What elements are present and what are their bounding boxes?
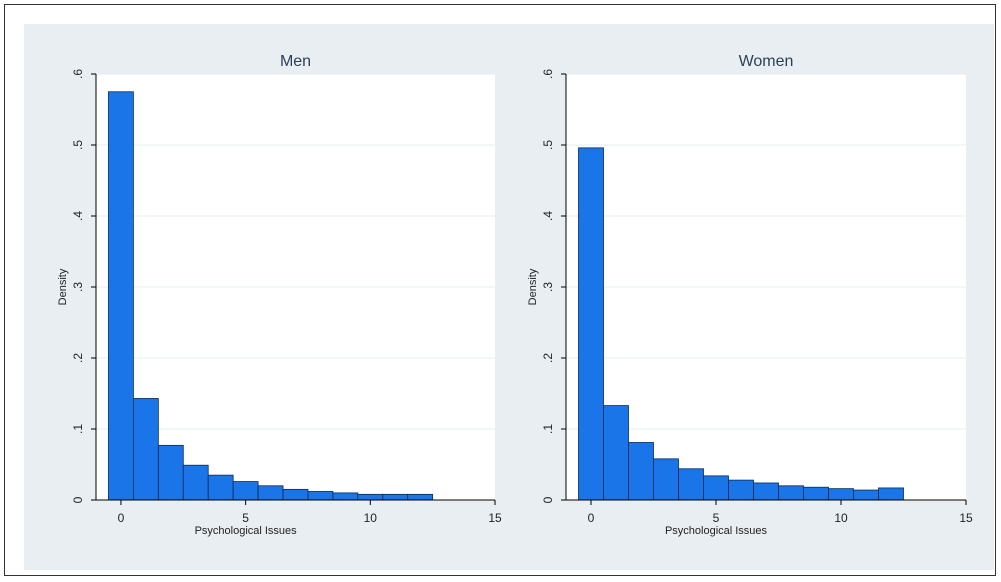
y-tick-label: .2	[71, 353, 85, 363]
y-tick-label: .6	[541, 69, 555, 79]
histogram-bar	[108, 91, 134, 501]
x-tick-label: 0	[118, 511, 125, 525]
histogram-bar	[182, 464, 209, 501]
x-axis-title: Psychological Issues	[195, 525, 298, 537]
y-tick-label: .1	[71, 424, 85, 434]
y-axis-title: Density	[527, 268, 539, 305]
histogram-bar	[232, 481, 259, 501]
histogram-bar	[778, 485, 804, 501]
histogram-bar	[332, 492, 359, 501]
histogram-bar	[382, 493, 409, 501]
histogram-bar	[282, 488, 309, 501]
histogram-bar	[578, 147, 604, 501]
histogram-bar	[678, 468, 704, 501]
histogram-bar	[753, 482, 779, 501]
histogram-panel-women: 0 .1 .2 .3 .4 .5 .6 0 5 10 15 Women Psychological Is…	[527, 53, 973, 537]
histogram-bar	[133, 398, 159, 501]
x-tick-label: 15	[959, 511, 973, 525]
histogram-bar	[307, 491, 334, 501]
histogram-bar	[207, 474, 234, 501]
y-tick-label: .2	[541, 353, 555, 363]
y-tick-label: 0	[71, 496, 85, 503]
histogram-bar	[407, 493, 434, 501]
histogram-bar	[653, 458, 679, 501]
histogram-bar	[703, 475, 729, 501]
y-axis-title: Density	[57, 268, 69, 305]
histogram-panel-men: 0 .1 .2 .3 .4 .5 .6 0 5 10 15 Men Psychological Issu…	[57, 53, 502, 537]
panel-title: Women	[739, 53, 794, 70]
x-tick-label: 0	[588, 511, 595, 525]
histogram-bar	[157, 444, 184, 501]
histogram-bar	[878, 487, 904, 501]
x-tick-label: 10	[364, 511, 378, 525]
x-axis-title: Psychological Issues	[665, 525, 768, 537]
y-tick-label: .5	[541, 140, 555, 150]
y-tick-label: .1	[541, 424, 555, 434]
panel-title: Men	[280, 53, 311, 70]
x-tick-label: 5	[242, 511, 249, 525]
y-tick-label: .6	[71, 69, 85, 79]
x-tick-label: 15	[488, 511, 502, 525]
histogram-bar	[803, 486, 829, 501]
histogram-bar	[257, 485, 284, 501]
histogram-bar	[603, 405, 629, 501]
histogram-bar	[853, 489, 879, 501]
y-tick-label: .5	[71, 140, 85, 150]
x-tick-label: 10	[834, 511, 848, 525]
histogram-bar	[357, 493, 384, 501]
histogram-bar	[828, 488, 854, 501]
y-tick-label: .4	[541, 211, 555, 221]
x-tick-label: 5	[713, 511, 720, 525]
y-tick-label: .4	[71, 211, 85, 221]
y-tick-label: .3	[71, 282, 85, 292]
histogram-bar	[628, 442, 654, 501]
histogram-bar	[728, 479, 754, 501]
y-tick-label: .3	[541, 282, 555, 292]
y-tick-label: 0	[541, 496, 555, 503]
